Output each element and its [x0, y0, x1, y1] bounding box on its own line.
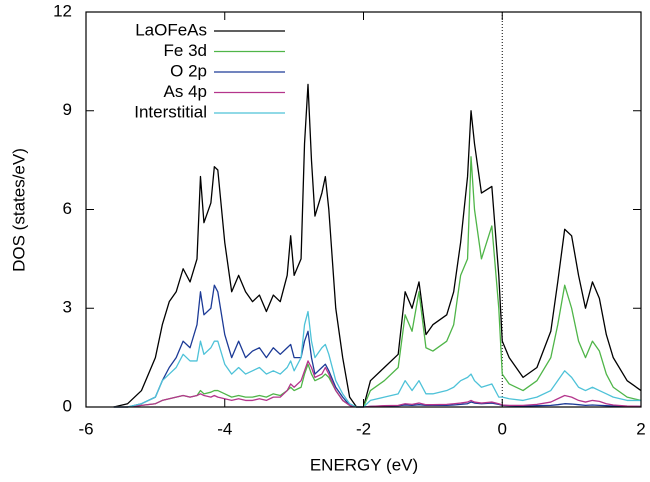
legend-label: LaOFeAs [135, 20, 207, 39]
dos-line [113, 83, 642, 408]
legend-label: As 4p [164, 82, 207, 101]
dos-line [113, 284, 641, 408]
dos-line [113, 360, 642, 408]
x-tick-label: -4 [217, 419, 232, 438]
x-tick-label: -6 [78, 419, 93, 438]
legend-label: Interstitial [134, 102, 207, 121]
y-axis-label: DOS (states/eV) [9, 148, 28, 272]
legend-label: Fe 3d [164, 41, 207, 60]
y-tick-label: 9 [63, 100, 72, 119]
legend-label: O 2p [170, 61, 207, 80]
x-tick-label: 0 [498, 419, 507, 438]
y-tick-label: 6 [63, 199, 72, 218]
dos-line [113, 156, 642, 408]
x-axis-label: ENERGY (eV) [310, 455, 418, 474]
y-tick-label: 0 [63, 396, 72, 415]
y-tick-label: 12 [53, 1, 72, 20]
x-tick-label: -2 [356, 419, 371, 438]
y-tick-label: 3 [63, 298, 72, 317]
x-tick-label: 2 [636, 419, 645, 438]
dos-line [113, 310, 641, 408]
